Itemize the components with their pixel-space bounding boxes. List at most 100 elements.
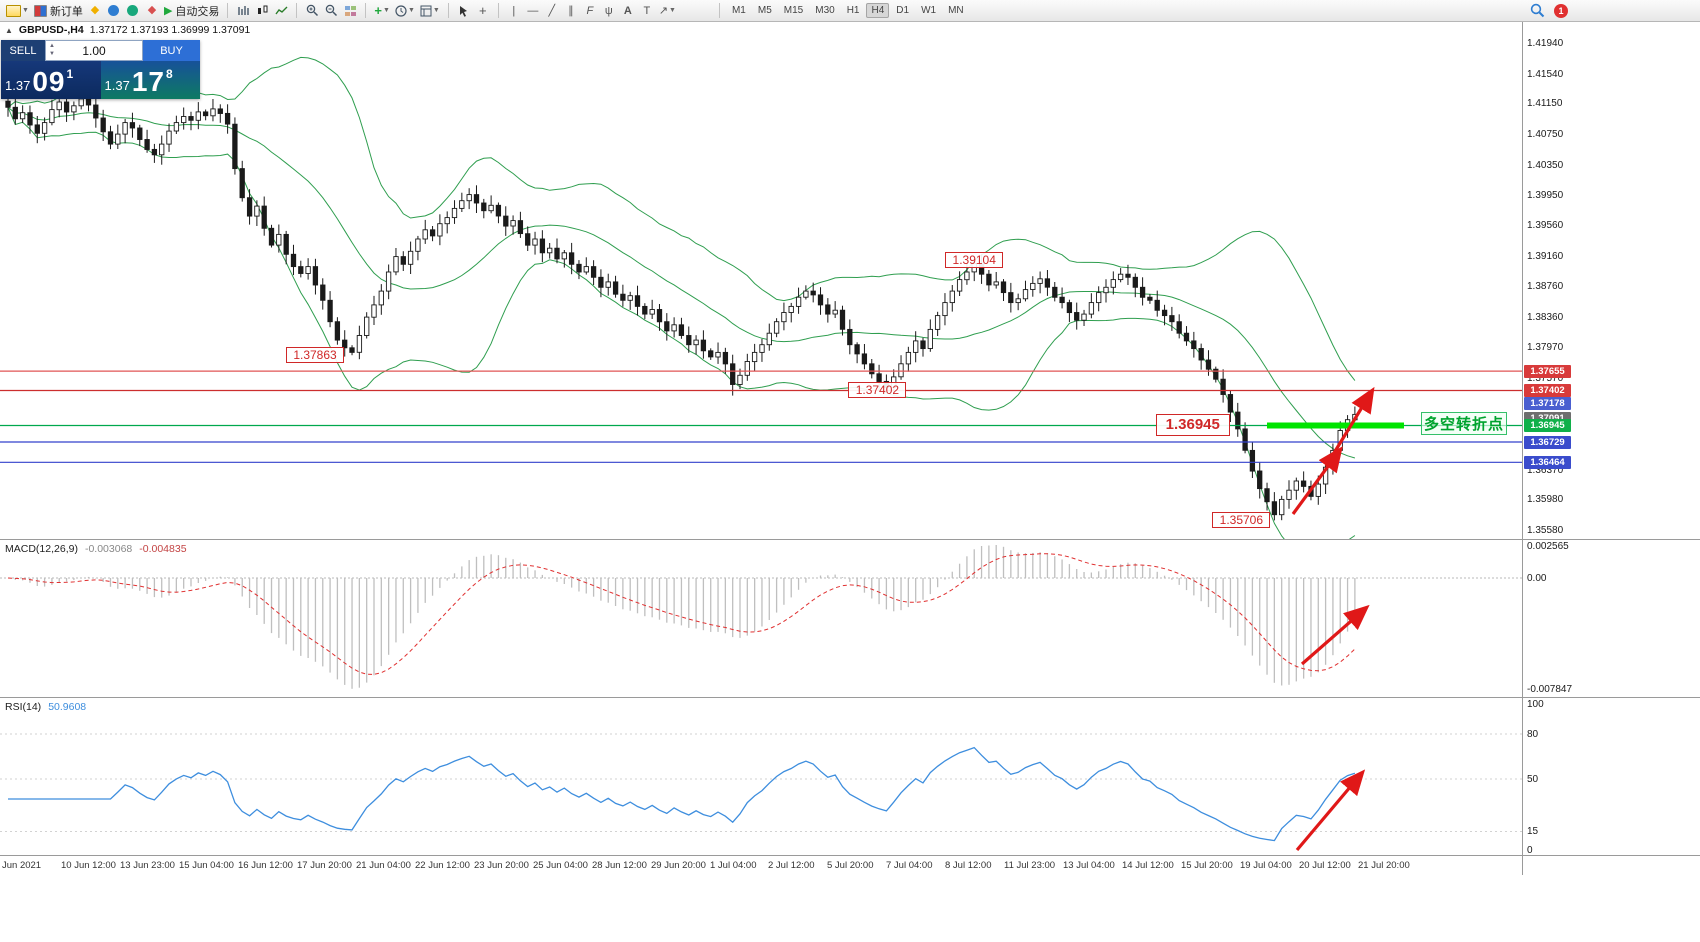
chevron-down-icon: ▼ [669, 7, 676, 14]
timeframe-m15-button[interactable]: M15 [783, 5, 804, 16]
price-callout-1.39104[interactable]: 1.39104 [945, 252, 1004, 269]
search-icon[interactable] [1530, 3, 1545, 18]
timeframe-m5-button[interactable]: M5 [757, 5, 772, 16]
time-axis-label: 13 Jun 23:00 [120, 860, 175, 871]
ohlc-values: 1.37172 1.37193 1.36999 1.37091 [89, 24, 251, 36]
time-axis-label: 13 Jul 04:00 [1063, 860, 1115, 871]
chart-header: ▲ GBPUSD-,H4 1.37172 1.37193 1.36999 1.3… [5, 24, 250, 36]
rsi-line [8, 746, 1356, 842]
community-button[interactable] [105, 2, 123, 20]
rsi-axis-label: 100 [1527, 699, 1544, 710]
zoom-in-icon [306, 4, 318, 17]
line-chart-mode-button[interactable] [272, 2, 290, 20]
crosshair-tool-button[interactable]: + [474, 2, 492, 20]
axis-separator [1522, 22, 1523, 875]
candle-chart-mode-button[interactable] [253, 2, 271, 20]
turning-point-label[interactable]: 多空转折点 [1421, 412, 1508, 435]
price-callout-1.36945[interactable]: 1.36945 [1155, 414, 1230, 437]
cursor-tool-button[interactable] [455, 2, 473, 20]
label-tool-button[interactable]: T [638, 2, 656, 20]
buy-button[interactable]: BUY [143, 40, 200, 61]
timeframe-h1-button[interactable]: H1 [846, 5, 860, 16]
metaquotes-button[interactable]: ◆ [86, 2, 104, 20]
bar-chart-mode-button[interactable] [234, 2, 252, 20]
trendline-icon: ╱ [548, 5, 556, 17]
new-order-button[interactable]: 新订单 [32, 2, 85, 20]
signals-button[interactable]: ◆ [143, 2, 161, 20]
bollinger-middle [7, 106, 1356, 459]
channel-tool-button[interactable]: ∥ [562, 2, 580, 20]
periods-button[interactable]: ▼ [393, 2, 417, 20]
play-icon: ▶ [163, 5, 173, 17]
price-axis-label: 1.40350 [1527, 160, 1564, 171]
timeframe-mn-button[interactable]: MN [948, 5, 964, 16]
timeframe-m1-button[interactable]: M1 [731, 5, 746, 16]
text-tool-button[interactable]: A [619, 2, 637, 20]
pitchfork-icon: ψ [604, 4, 613, 17]
price-chart[interactable] [0, 22, 1522, 539]
level-lines[interactable] [0, 370, 1522, 463]
spinner-arrows-icon[interactable]: ▲ ▼ [49, 43, 55, 58]
price-axis-label: 1.35980 [1527, 494, 1564, 505]
arrow-tool-button[interactable]: ↗ ▼ [657, 2, 678, 20]
macd-axis-label: -0.007847 [1527, 684, 1573, 695]
new-chart-button[interactable]: ▼ [4, 2, 31, 20]
zoom-in-button[interactable] [303, 2, 321, 20]
rsi-plot[interactable] [0, 698, 1522, 855]
time-axis-label: 5 Jul 20:00 [827, 860, 874, 871]
macd-plot[interactable] [0, 540, 1522, 697]
rsi-name: RSI(14) [5, 701, 42, 713]
sell-price[interactable]: 1.37 09 1 [1, 61, 101, 99]
fibonacci-icon: F [586, 4, 594, 17]
autotrading-button[interactable]: ▶ 自动交易 [162, 2, 221, 20]
price-tag-1.36464: 1.36464 [1524, 456, 1571, 469]
price-callout-1.37863[interactable]: 1.37863 [286, 347, 345, 364]
price-axis-label: 1.37970 [1527, 342, 1564, 353]
price-axis-label: 1.39160 [1527, 251, 1564, 262]
buy-price[interactable]: 1.37 17 8 [100, 61, 200, 99]
macd-panel: MACD(12,26,9) -0.003068 -0.004835 0.0025… [0, 539, 1700, 697]
sell-price-small: 1.37 [5, 78, 31, 93]
hline-tool-button[interactable]: — [524, 2, 542, 20]
crosshair-icon: + [479, 3, 487, 18]
trend-arrow[interactable] [1324, 386, 1375, 467]
trend-arrow[interactable] [1291, 446, 1343, 515]
trend-arrow[interactable] [1295, 769, 1366, 852]
candlestick-icon [257, 5, 268, 14]
timeframe-h4-button[interactable]: H4 [866, 3, 890, 18]
trendline-tool-button[interactable]: ╱ [543, 2, 561, 20]
price-callout-1.37402[interactable]: 1.37402 [848, 382, 907, 399]
notification-badge[interactable]: 1 [1554, 3, 1568, 18]
indicators-button[interactable]: + ▼ [372, 2, 392, 20]
template-icon [420, 5, 432, 16]
buy-price-sup: 8 [165, 67, 173, 81]
templates-button[interactable]: ▼ [418, 2, 442, 20]
chevron-down-icon: ▼ [22, 7, 29, 14]
price-axis-label: 1.35580 [1527, 525, 1564, 536]
market-button[interactable] [124, 2, 142, 20]
time-axis-label: 15 Jul 20:00 [1181, 860, 1233, 871]
horizontal-line-icon: — [527, 4, 539, 17]
trend-arrow[interactable] [1300, 604, 1370, 666]
sell-button[interactable]: SELL [1, 40, 45, 61]
tile-windows-button[interactable] [341, 2, 359, 20]
time-axis[interactable]: Jun 2021 10 Jun 12:00 13 Jun 23:00 15 Jun 0… [0, 855, 1700, 875]
price-axis-label: 1.38760 [1527, 281, 1564, 292]
symbol-title: GBPUSD-,H4 [18, 24, 84, 36]
timeframe-d1-button[interactable]: D1 [896, 5, 910, 16]
price-callout-1.35706[interactable]: 1.35706 [1212, 512, 1271, 529]
text-icon: A [623, 4, 632, 17]
pitchfork-tool-button[interactable]: ψ [600, 2, 618, 20]
timeframe-w1-button[interactable]: W1 [921, 5, 937, 16]
price-axis-label: 1.36370 [1527, 465, 1564, 476]
vline-tool-button[interactable]: | [505, 2, 523, 20]
collapse-triangle-icon[interactable]: ▲ [5, 25, 13, 35]
zoom-out-button[interactable] [322, 2, 340, 20]
new-chart-icon [6, 4, 21, 17]
time-axis-label: 10 Jun 12:00 [61, 860, 116, 871]
timeframe-m30-button[interactable]: M30 [815, 5, 835, 16]
fibonacci-tool-button[interactable]: F [581, 2, 599, 20]
turning-point-highlight[interactable] [1267, 422, 1404, 429]
rsi-panel: RSI(14) 50.9608 100 80 50 15 0 [0, 697, 1700, 856]
volume-input[interactable]: ▲ ▼ 1.00 [45, 40, 143, 61]
